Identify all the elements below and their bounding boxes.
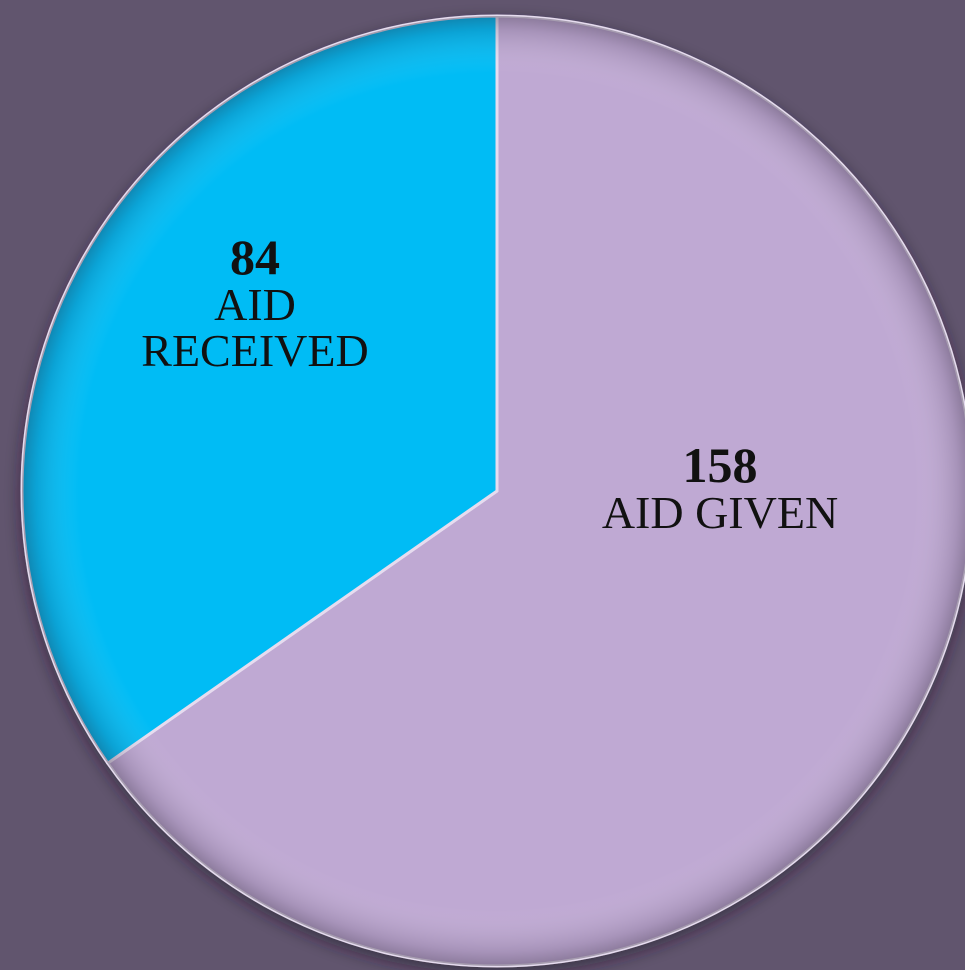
slice-label-given: 158 AID GIVEN (530, 440, 910, 536)
received-text-label-line2: RECEIVED (141, 325, 369, 376)
received-text-label-line1: AID (214, 279, 296, 330)
received-value-label: 84 (230, 229, 280, 285)
given-text-label: AID GIVEN (601, 487, 839, 538)
given-value-label: 158 (682, 437, 758, 493)
slice-label-received: 84 AID RECEIVED (95, 232, 415, 374)
